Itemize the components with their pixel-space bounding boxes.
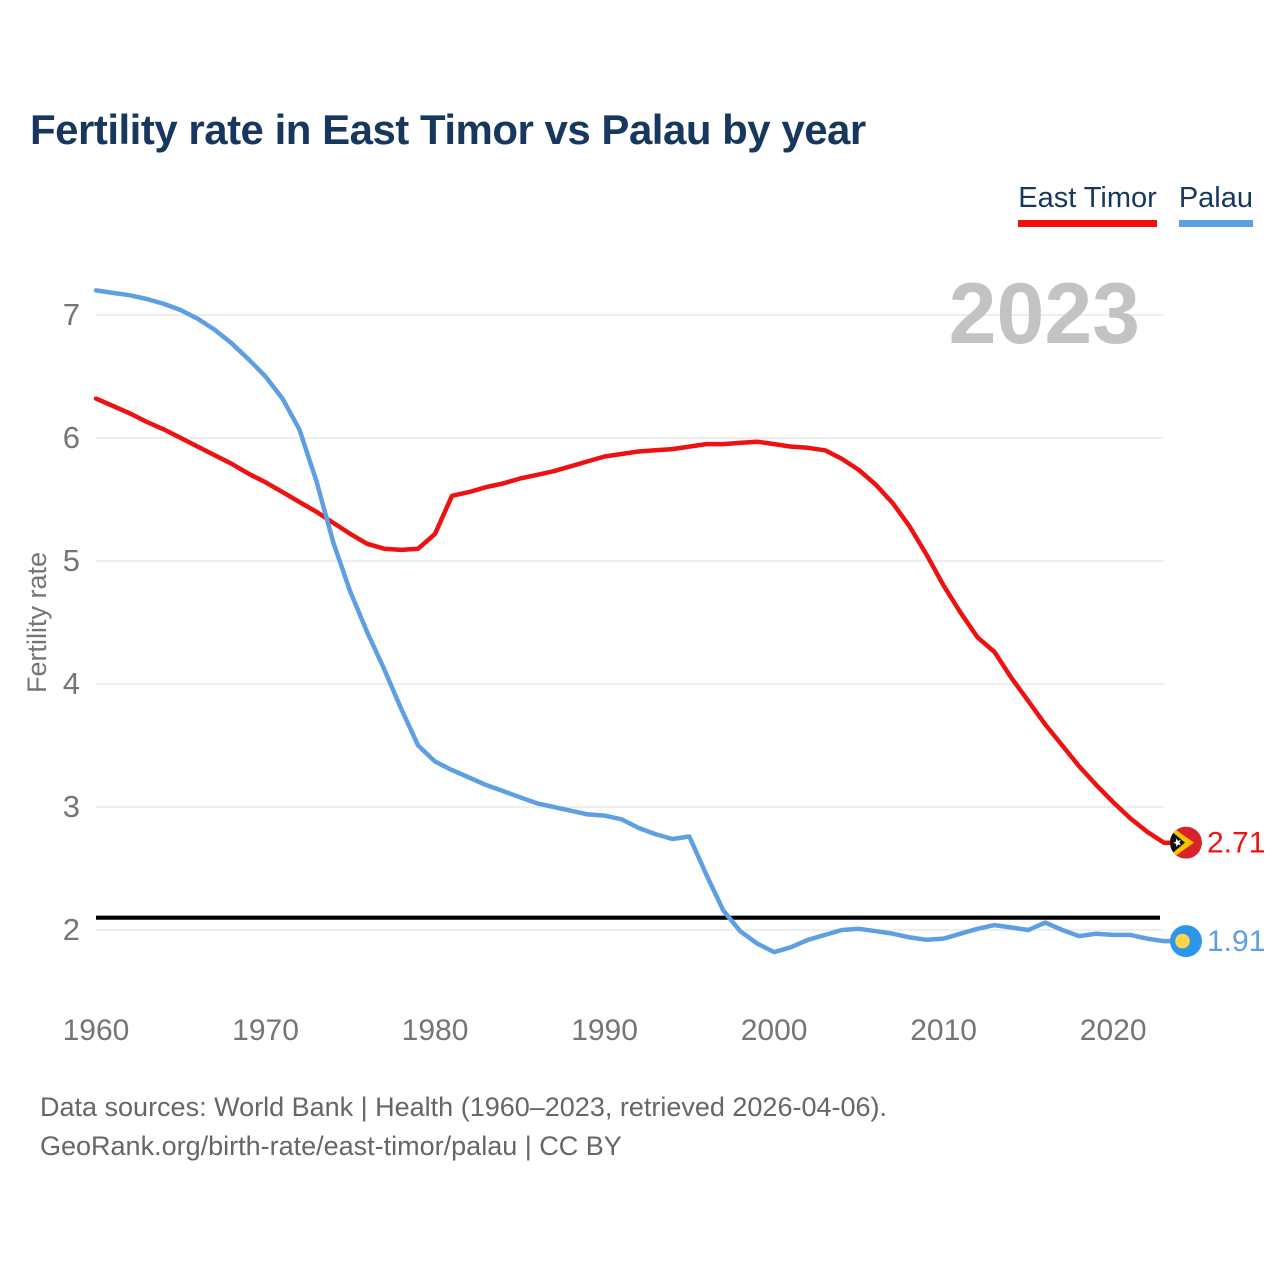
legend-label-east-timor: East Timor (1018, 182, 1157, 214)
x-tick-label-1970: 1970 (232, 1014, 299, 1047)
x-tick-label-2020: 2020 (1080, 1014, 1147, 1047)
east-timor-end-value-label: 2.71 (1207, 827, 1265, 860)
footer: Data sources: World Bank | Health (1960–… (40, 1088, 887, 1166)
watermark-year: 2023 (949, 266, 1140, 362)
y-tick-label-6: 6 (63, 420, 80, 455)
y-tick-label-3: 3 (63, 789, 80, 824)
y-tick-label-5: 5 (63, 543, 80, 578)
legend-item-palau[interactable]: Palau (1178, 182, 1253, 227)
y-tick-label-7: 7 (63, 297, 80, 332)
y-tick-label-2: 2 (63, 912, 80, 947)
x-tick-label-1990: 1990 (571, 1014, 638, 1047)
x-tick-label-2000: 2000 (741, 1014, 808, 1047)
east-timor-line (93, 396, 1175, 845)
y-axis-label: Fertility rate (22, 552, 52, 693)
legend: East Timor Palau (1018, 182, 1253, 227)
legend-label-palau: Palau (1178, 182, 1253, 214)
legend-item-east-timor[interactable]: East Timor (1018, 182, 1157, 227)
x-tick-label-1980: 1980 (402, 1014, 469, 1047)
footer-data-sources: Data sources: World Bank | Health (1960–… (40, 1092, 887, 1122)
palau-flag-icon (1170, 925, 1202, 958)
east-timor-flag-icon (1170, 826, 1202, 859)
palau-end-value-label: 1.91 (1207, 925, 1265, 958)
footer-attribution: GeoRank.org/birth-rate/east-timor/palau … (40, 1131, 622, 1161)
palau-line (93, 288, 1175, 955)
x-tick-label-2010: 2010 (910, 1014, 977, 1047)
x-tick-label-1960: 1960 (63, 1014, 130, 1047)
y-tick-label-4: 4 (63, 666, 80, 701)
page-title: Fertility rate in East Timor vs Palau by… (30, 106, 866, 153)
